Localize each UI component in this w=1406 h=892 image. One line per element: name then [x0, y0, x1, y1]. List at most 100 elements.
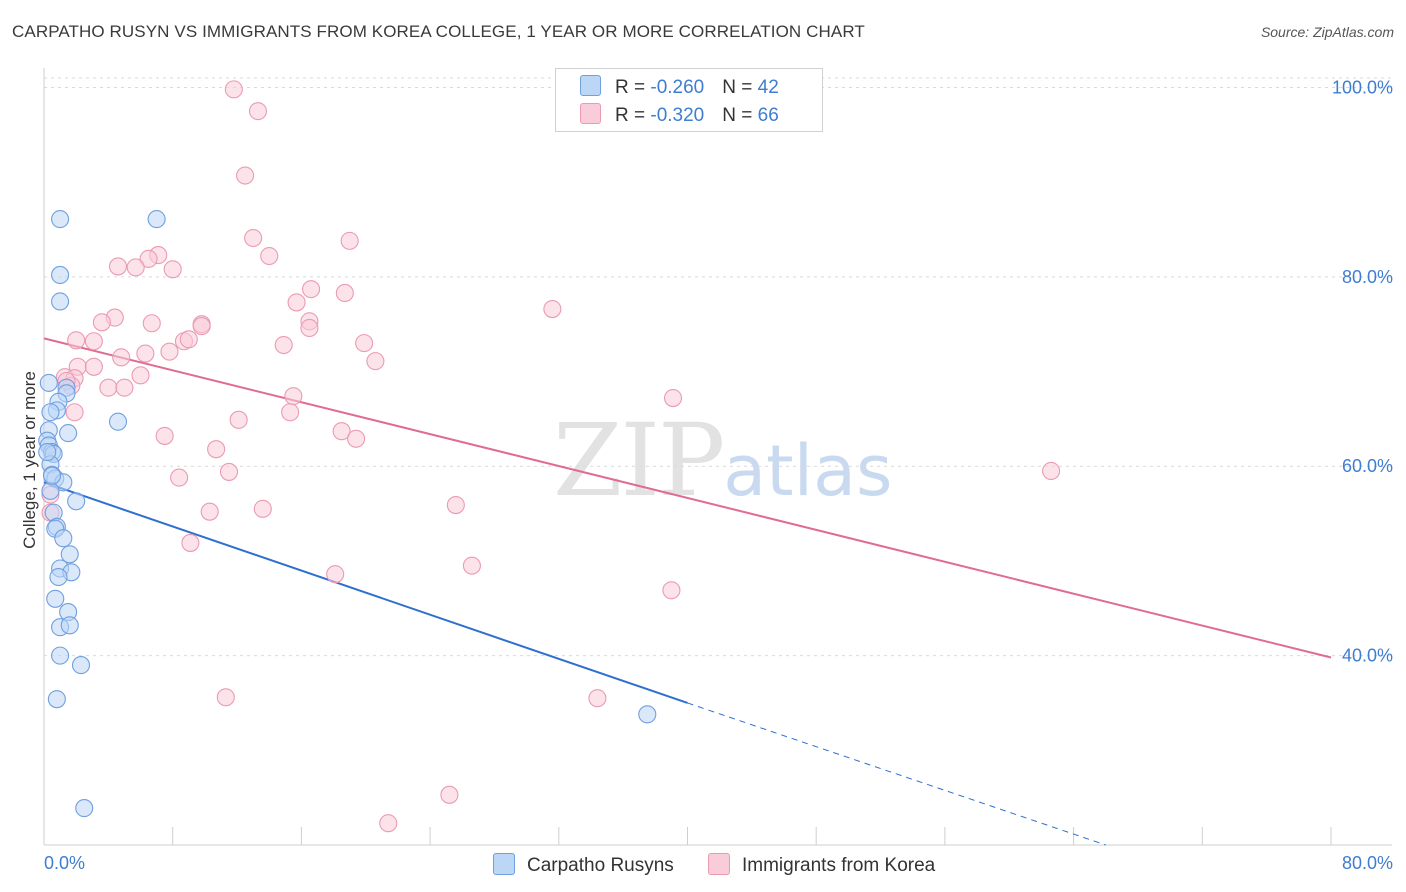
point-carpatho-rusyn [51, 210, 70, 229]
point-immigrants-korea [340, 231, 359, 250]
point-immigrants-korea [236, 166, 255, 185]
point-carpatho-rusyn [54, 529, 73, 548]
x-tick-label: 0.0% [44, 853, 85, 873]
point-immigrants-korea [332, 422, 351, 441]
point-carpatho-rusyn [39, 373, 58, 392]
point-carpatho-rusyn [51, 265, 70, 285]
point-carpatho-rusyn [60, 545, 79, 564]
point-carpatho-rusyn [147, 210, 166, 229]
point-carpatho-rusyn [49, 567, 68, 587]
point-carpatho-rusyn [38, 442, 57, 462]
point-immigrants-korea [99, 378, 118, 397]
legend-swatch-carpatho [580, 75, 601, 96]
point-immigrants-korea [163, 260, 182, 279]
point-immigrants-korea [108, 257, 128, 276]
y-tick-label: 60.0% [1342, 456, 1393, 476]
bottom-legend-korea: Immigrants from Korea [708, 853, 935, 877]
point-immigrants-korea [112, 348, 131, 367]
point-immigrants-korea [347, 429, 366, 448]
point-immigrants-korea [142, 314, 161, 333]
legend-n-value: 42 [757, 77, 779, 98]
point-immigrants-korea [131, 366, 150, 385]
trend-line-1 [43, 337, 1332, 659]
point-immigrants-korea [366, 352, 385, 371]
x-tick-label: 80.0% [1342, 853, 1393, 873]
point-carpatho-rusyn [59, 424, 78, 443]
point-immigrants-korea [335, 283, 354, 302]
point-immigrants-korea [326, 565, 345, 584]
point-immigrants-korea [446, 496, 465, 515]
point-carpatho-rusyn [60, 616, 79, 635]
point-immigrants-korea [179, 330, 198, 349]
data-points [38, 80, 1061, 833]
point-immigrants-korea [355, 334, 374, 353]
point-carpatho-rusyn [51, 292, 70, 311]
source-label: Source: ZipAtlas.com [1260, 24, 1394, 40]
point-immigrants-korea [274, 335, 293, 355]
point-immigrants-korea [662, 581, 681, 600]
point-immigrants-korea [170, 468, 189, 487]
point-immigrants-korea [155, 426, 174, 445]
point-immigrants-korea [229, 410, 248, 429]
point-immigrants-korea [65, 403, 84, 422]
bottom-legend-label-carpatho: Carpatho Rusyns [527, 855, 674, 876]
legend-r-value: -0.320 [650, 105, 705, 126]
point-immigrants-korea [67, 331, 86, 350]
gridlines [44, 77, 1392, 657]
trend-lines [43, 337, 1332, 846]
bottom-legend-swatch-carpatho [493, 853, 515, 875]
point-immigrants-korea [139, 249, 158, 268]
point-immigrants-korea [248, 102, 268, 121]
point-immigrants-korea [284, 387, 303, 406]
point-carpatho-rusyn [51, 646, 70, 665]
point-immigrants-korea [115, 378, 134, 397]
point-immigrants-korea [287, 293, 306, 312]
y-tick-label: 100.0% [1332, 77, 1393, 97]
point-immigrants-korea [84, 332, 103, 351]
point-immigrants-korea [440, 785, 459, 804]
point-immigrants-korea [379, 814, 398, 833]
point-immigrants-korea [281, 403, 300, 422]
bottom-legend-label-korea: Immigrants from Korea [742, 855, 936, 876]
point-carpatho-rusyn [47, 690, 66, 709]
point-immigrants-korea [216, 688, 235, 707]
point-carpatho-rusyn [75, 799, 94, 818]
legend-swatch-korea [580, 103, 601, 124]
point-carpatho-rusyn [41, 403, 60, 422]
point-carpatho-rusyn [71, 656, 91, 675]
point-immigrants-korea [253, 499, 272, 518]
point-immigrants-korea [300, 318, 319, 338]
correlation-legend: R = -0.260 N = 42 R = -0.320 N = 66 [555, 68, 823, 132]
bottom-legend-carpatho: Carpatho Rusyns [493, 853, 674, 877]
point-carpatho-rusyn [42, 466, 62, 485]
point-carpatho-rusyn [41, 481, 60, 500]
bottom-legend-swatch-korea [708, 853, 730, 875]
y-tick-label: 40.0% [1342, 646, 1393, 666]
trend-line-extension-0 [687, 702, 1106, 846]
point-immigrants-korea [588, 689, 607, 708]
point-immigrants-korea [136, 344, 155, 363]
point-immigrants-korea [84, 357, 103, 376]
legend-n-label: N = [722, 77, 758, 98]
y-tick-label: 80.0% [1342, 267, 1393, 287]
legend-row-carpatho: R = -0.260 N = 42 [580, 75, 779, 99]
point-carpatho-rusyn [46, 589, 65, 608]
point-immigrants-korea [244, 228, 263, 248]
point-immigrants-korea [1042, 461, 1061, 481]
point-immigrants-korea [260, 246, 279, 266]
legend-r-value: -0.260 [650, 77, 705, 98]
axes [43, 68, 1392, 846]
trend-line-0 [43, 481, 688, 704]
tick-labels: 40.0% 60.0% 80.0% 100.0% 0.0% 80.0% [44, 77, 1393, 873]
point-immigrants-korea [200, 502, 219, 521]
point-carpatho-rusyn [67, 492, 86, 511]
point-immigrants-korea [160, 342, 179, 361]
point-immigrants-korea [663, 389, 683, 408]
watermark-atlas: atlas [723, 430, 893, 512]
legend-row-korea: R = -0.320 N = 66 [580, 103, 779, 127]
point-immigrants-korea [224, 80, 243, 99]
point-immigrants-korea [219, 462, 239, 481]
legend-r-label: R = [615, 77, 651, 98]
point-carpatho-rusyn [108, 412, 128, 431]
